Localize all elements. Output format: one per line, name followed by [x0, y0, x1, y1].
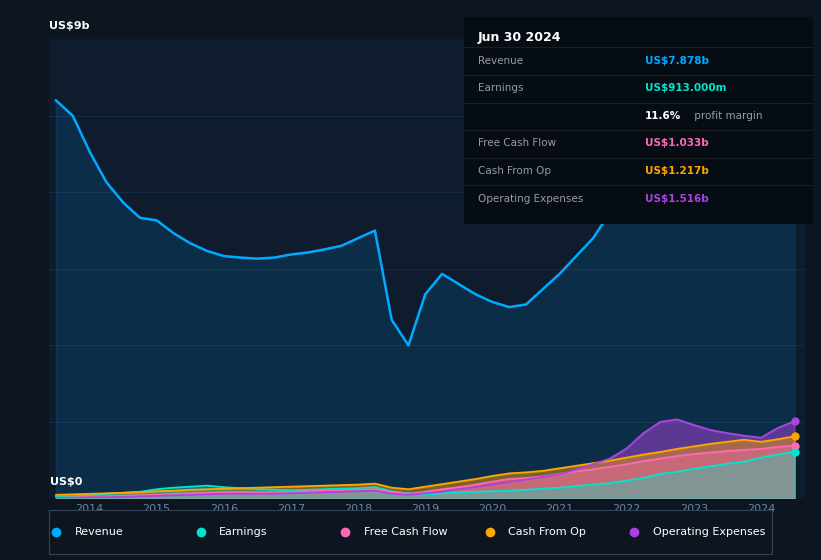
- Text: Earnings: Earnings: [219, 527, 268, 537]
- Text: Revenue: Revenue: [75, 527, 123, 537]
- Text: US$1.516b: US$1.516b: [645, 194, 709, 204]
- Text: Free Cash Flow: Free Cash Flow: [478, 138, 556, 148]
- Text: profit margin: profit margin: [690, 111, 762, 122]
- Text: Cash From Op: Cash From Op: [508, 527, 586, 537]
- Text: Cash From Op: Cash From Op: [478, 166, 551, 176]
- Text: Jun 30 2024: Jun 30 2024: [478, 31, 562, 44]
- Text: 11.6%: 11.6%: [645, 111, 681, 122]
- Text: US$913.000m: US$913.000m: [645, 83, 727, 94]
- Text: US$9b: US$9b: [49, 21, 89, 31]
- Text: US$7.878b: US$7.878b: [645, 57, 709, 66]
- Text: Earnings: Earnings: [478, 83, 523, 94]
- Text: US$0: US$0: [50, 477, 82, 487]
- Text: Free Cash Flow: Free Cash Flow: [364, 527, 447, 537]
- Text: US$1.033b: US$1.033b: [645, 138, 709, 148]
- Text: Operating Expenses: Operating Expenses: [653, 527, 765, 537]
- Text: Revenue: Revenue: [478, 57, 523, 66]
- Text: US$1.217b: US$1.217b: [645, 166, 709, 176]
- Text: Operating Expenses: Operating Expenses: [478, 194, 583, 204]
